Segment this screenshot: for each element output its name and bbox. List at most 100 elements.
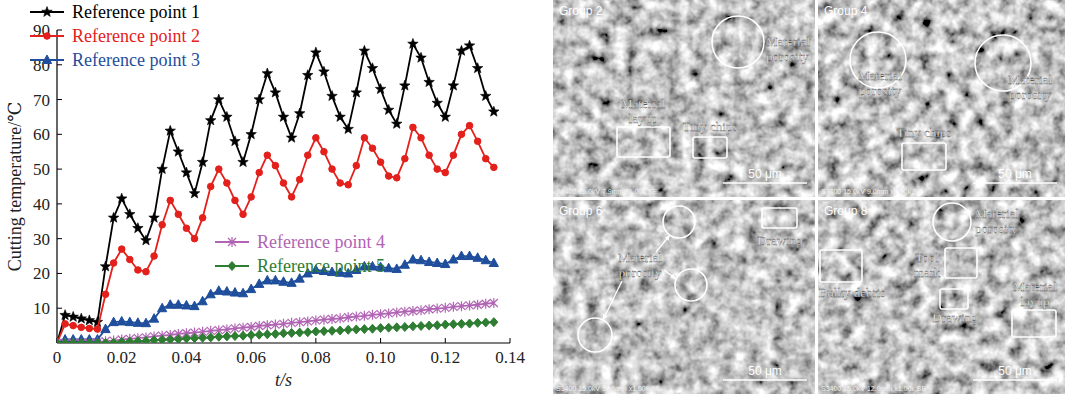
series-marker — [458, 131, 465, 138]
series-marker — [425, 321, 433, 330]
series-marker — [327, 91, 337, 101]
series-marker — [85, 339, 93, 344]
series-marker — [70, 322, 77, 329]
series-marker — [401, 307, 409, 317]
scale-label: 50 μm — [998, 167, 1032, 181]
series-marker — [329, 166, 336, 173]
series-line — [57, 256, 494, 343]
micrograph-base — [553, 0, 815, 197]
series-marker — [280, 319, 288, 329]
series-marker — [207, 333, 215, 342]
scale-label: 50 μm — [748, 167, 782, 181]
series-marker — [328, 326, 336, 335]
series-marker — [102, 291, 109, 298]
series-marker — [134, 337, 142, 343]
series-marker — [150, 336, 158, 343]
series-marker — [344, 312, 352, 322]
series-marker — [109, 317, 118, 326]
micrograph-image — [553, 0, 815, 197]
instrument-info: S3400 15.0kV 11.6mm x1.00k SE — [556, 385, 661, 392]
series-marker — [116, 193, 126, 203]
series-marker — [279, 277, 288, 286]
series-marker — [417, 321, 425, 330]
y-tick — [57, 238, 62, 239]
series-marker — [425, 304, 433, 314]
series-marker — [433, 321, 441, 330]
series-marker — [110, 338, 118, 343]
series-marker — [481, 91, 491, 101]
legend-marker — [228, 237, 236, 247]
series-marker — [377, 309, 385, 319]
y-tick-label: 60 — [33, 125, 50, 144]
annotation-line: Material — [766, 34, 810, 49]
series-marker — [384, 263, 393, 272]
series-marker — [157, 164, 167, 174]
x-tick-label: 0.02 — [107, 348, 137, 367]
series-marker — [361, 135, 368, 142]
instrument-info: S3400 15.0kV 12.0mm x1.00k SE — [821, 385, 926, 392]
series-marker — [359, 45, 369, 55]
series-marker — [375, 84, 385, 94]
annotation-box — [820, 250, 862, 282]
annotation-arrowhead — [603, 314, 608, 320]
series-marker — [57, 339, 61, 344]
series-marker — [400, 260, 409, 269]
annotation-line: Material — [1013, 279, 1057, 294]
series-marker — [69, 339, 77, 344]
series-marker — [335, 111, 345, 121]
series-marker — [294, 108, 304, 118]
series-marker — [409, 322, 417, 331]
annotation-box — [945, 248, 977, 278]
series-marker — [319, 66, 329, 76]
series-marker — [377, 159, 384, 166]
series-marker — [489, 258, 498, 267]
series-marker — [199, 333, 207, 342]
series-marker — [450, 152, 457, 159]
scale-bar — [973, 182, 1057, 184]
series-marker — [151, 253, 158, 260]
x-tick-label: 0.08 — [301, 348, 331, 367]
group-label: Group 2 — [559, 4, 603, 18]
series-marker — [425, 257, 434, 266]
series-marker — [102, 339, 110, 344]
series-marker — [165, 125, 175, 135]
series-marker — [344, 325, 352, 334]
annotation-line: porosity — [1009, 87, 1052, 102]
series-marker — [466, 122, 473, 129]
series-marker — [385, 323, 393, 332]
series-marker — [118, 337, 126, 343]
series-marker — [110, 260, 117, 267]
series-line — [57, 44, 494, 343]
series-marker — [296, 317, 304, 327]
series-marker — [474, 300, 482, 310]
group-label: Group 4 — [824, 4, 868, 18]
series-marker — [449, 320, 457, 329]
series-marker — [197, 157, 207, 167]
annotation-line: porosity — [619, 265, 662, 280]
series-marker — [60, 310, 70, 320]
annotation-box — [940, 289, 968, 309]
annotation-arrowhead — [670, 274, 676, 279]
series-marker — [125, 209, 135, 219]
annotation-label: Tiny chips — [683, 119, 738, 134]
series-marker — [418, 135, 425, 142]
annotation-label: Bulky debris — [819, 285, 886, 300]
series-marker — [183, 225, 190, 232]
series-marker — [304, 152, 311, 159]
legend: Reference point 1Reference point 2Refere… — [30, 2, 385, 276]
series-marker — [288, 194, 295, 201]
series-marker — [141, 235, 151, 245]
series-marker — [57, 338, 62, 343]
series-marker — [142, 336, 150, 343]
micrograph-image — [818, 200, 1065, 394]
series-marker — [286, 132, 296, 142]
series-marker — [383, 104, 393, 114]
annotation-line: Material — [858, 68, 902, 83]
series-marker — [337, 180, 344, 187]
series-marker — [392, 118, 402, 128]
series-marker — [433, 258, 442, 267]
series-marker — [457, 251, 466, 259]
annotation-label: Materialporosity — [1008, 72, 1052, 102]
instrument-info: S3400 15.0kV 9.0mm x1.00k SE — [821, 188, 922, 195]
series-marker — [481, 255, 490, 264]
